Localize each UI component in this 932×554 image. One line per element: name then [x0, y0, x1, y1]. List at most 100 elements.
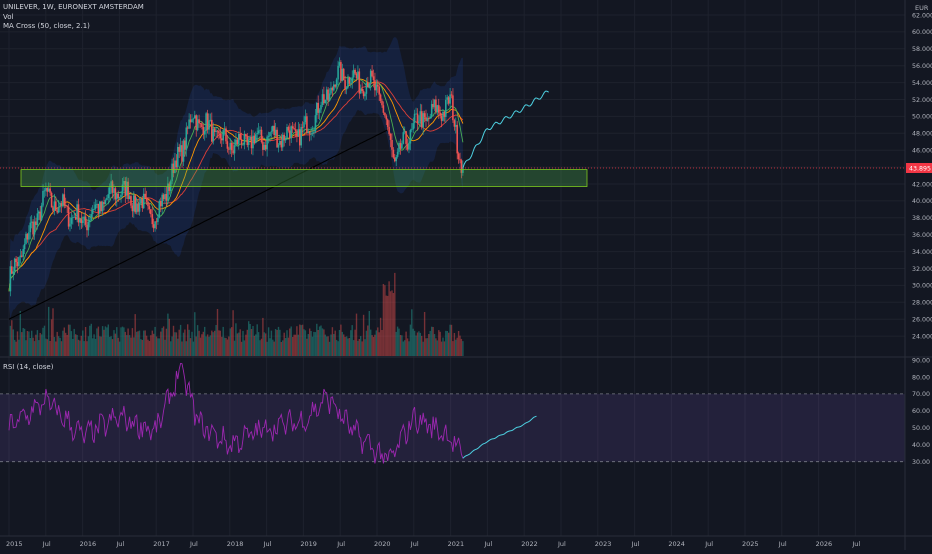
- candle-body: [328, 93, 331, 101]
- candle-body: [264, 145, 267, 150]
- volume-bar: [311, 336, 314, 356]
- volume-bar: [205, 336, 207, 356]
- candle-body: [90, 214, 93, 221]
- volume-bar: [245, 334, 247, 356]
- candle-body: [72, 217, 74, 219]
- candle-body: [388, 126, 390, 135]
- volume-bar: [439, 331, 441, 356]
- volume-bar: [235, 323, 237, 356]
- volume-bar: [328, 341, 331, 356]
- volume-bar: [22, 328, 24, 356]
- support-zone-rect: [20, 169, 588, 187]
- rsi-legend[interactable]: RSI (14, close): [3, 363, 54, 371]
- price-tick-label: 52.000: [912, 97, 932, 104]
- candle-body: [314, 115, 317, 132]
- candle-body: [206, 113, 209, 130]
- candle-body: [316, 102, 318, 116]
- price-projection: [462, 90, 549, 169]
- volume-bar: [273, 341, 275, 356]
- volume-bar: [56, 331, 58, 356]
- price-tick-label: 32.000: [912, 266, 932, 273]
- candle-body: [257, 130, 260, 134]
- volume-bar: [394, 272, 396, 356]
- price-tick-label: 36.000: [912, 232, 932, 239]
- candle-body: [168, 183, 171, 191]
- volume-bar: [194, 312, 196, 356]
- candle-body: [189, 119, 192, 123]
- candle-body: [116, 193, 118, 200]
- volume-bar: [223, 337, 226, 356]
- volume-bar: [124, 331, 126, 356]
- candle-body: [216, 130, 219, 132]
- candle-body: [181, 145, 183, 162]
- volume-bar: [218, 330, 220, 356]
- candle-body: [369, 70, 372, 84]
- candle-body: [256, 133, 258, 135]
- volume-bar: [453, 333, 456, 356]
- volume-bar: [233, 340, 236, 356]
- volume-bar: [429, 330, 431, 356]
- volume-legend[interactable]: Vol: [3, 13, 14, 21]
- volume-bar: [123, 327, 125, 356]
- candle-body: [446, 97, 449, 100]
- volume-bar: [32, 337, 34, 356]
- volume-bar: [121, 326, 124, 356]
- candle-body: [290, 126, 292, 139]
- candle-body: [299, 129, 301, 146]
- volume-bar: [357, 340, 359, 356]
- volume-bar: [293, 334, 295, 356]
- time-tick-label: Jul: [263, 540, 272, 548]
- candle-body: [198, 119, 200, 124]
- volume-bar: [59, 337, 61, 356]
- candle-body: [270, 131, 273, 133]
- volume-bar: [154, 326, 156, 356]
- candle-body: [351, 77, 353, 83]
- volume-bar: [422, 341, 424, 356]
- volume-bar: [29, 338, 31, 356]
- candle-body: [253, 135, 256, 144]
- price-tick-label: 30.000: [912, 283, 932, 290]
- volume-bar: [286, 330, 288, 356]
- volume-bar: [175, 332, 178, 356]
- volume-bar: [388, 281, 390, 356]
- candle-body: [307, 131, 310, 134]
- candle-body: [29, 222, 32, 233]
- volume-bar: [377, 327, 379, 356]
- candle-body: [334, 84, 336, 87]
- volume-bar: [19, 311, 21, 356]
- candle-body: [114, 188, 117, 200]
- candle-body: [233, 145, 236, 154]
- candle-body: [145, 197, 148, 202]
- volume-bar: [82, 330, 84, 356]
- volume-bar: [283, 332, 285, 356]
- candle-body: [453, 120, 456, 127]
- candle-body: [389, 134, 392, 140]
- volume-bar: [110, 336, 112, 356]
- volume-bar: [92, 338, 94, 356]
- candle-body: [13, 258, 16, 272]
- candle-body: [179, 145, 182, 152]
- time-tick-label: Jul: [557, 540, 566, 548]
- volume-bar: [141, 339, 143, 356]
- time-tick-label: 2026: [816, 540, 833, 548]
- ma-cross-legend[interactable]: MA Cross (50, close, 2.1): [3, 22, 90, 30]
- candle-body: [25, 233, 27, 244]
- volume-bar: [130, 337, 132, 356]
- candle-body: [142, 193, 145, 209]
- candle-body: [348, 77, 351, 84]
- candle-body: [99, 201, 101, 214]
- projection-line-rsi: [462, 415, 537, 459]
- volume-bar: [423, 312, 426, 356]
- candle-body: [430, 104, 433, 117]
- time-tick-label: 2024: [668, 540, 685, 548]
- volume-bar: [90, 323, 92, 356]
- candle-body: [152, 224, 155, 229]
- time-tick-label: Jul: [778, 540, 787, 548]
- volume-bar: [457, 331, 460, 356]
- volume-bar: [157, 338, 159, 356]
- volume-bar: [282, 340, 284, 356]
- symbol-title[interactable]: UNILEVER, 1W, EURONEXT AMSTERDAM: [3, 3, 144, 11]
- candle-body: [97, 203, 100, 214]
- volume-bar: [304, 330, 307, 356]
